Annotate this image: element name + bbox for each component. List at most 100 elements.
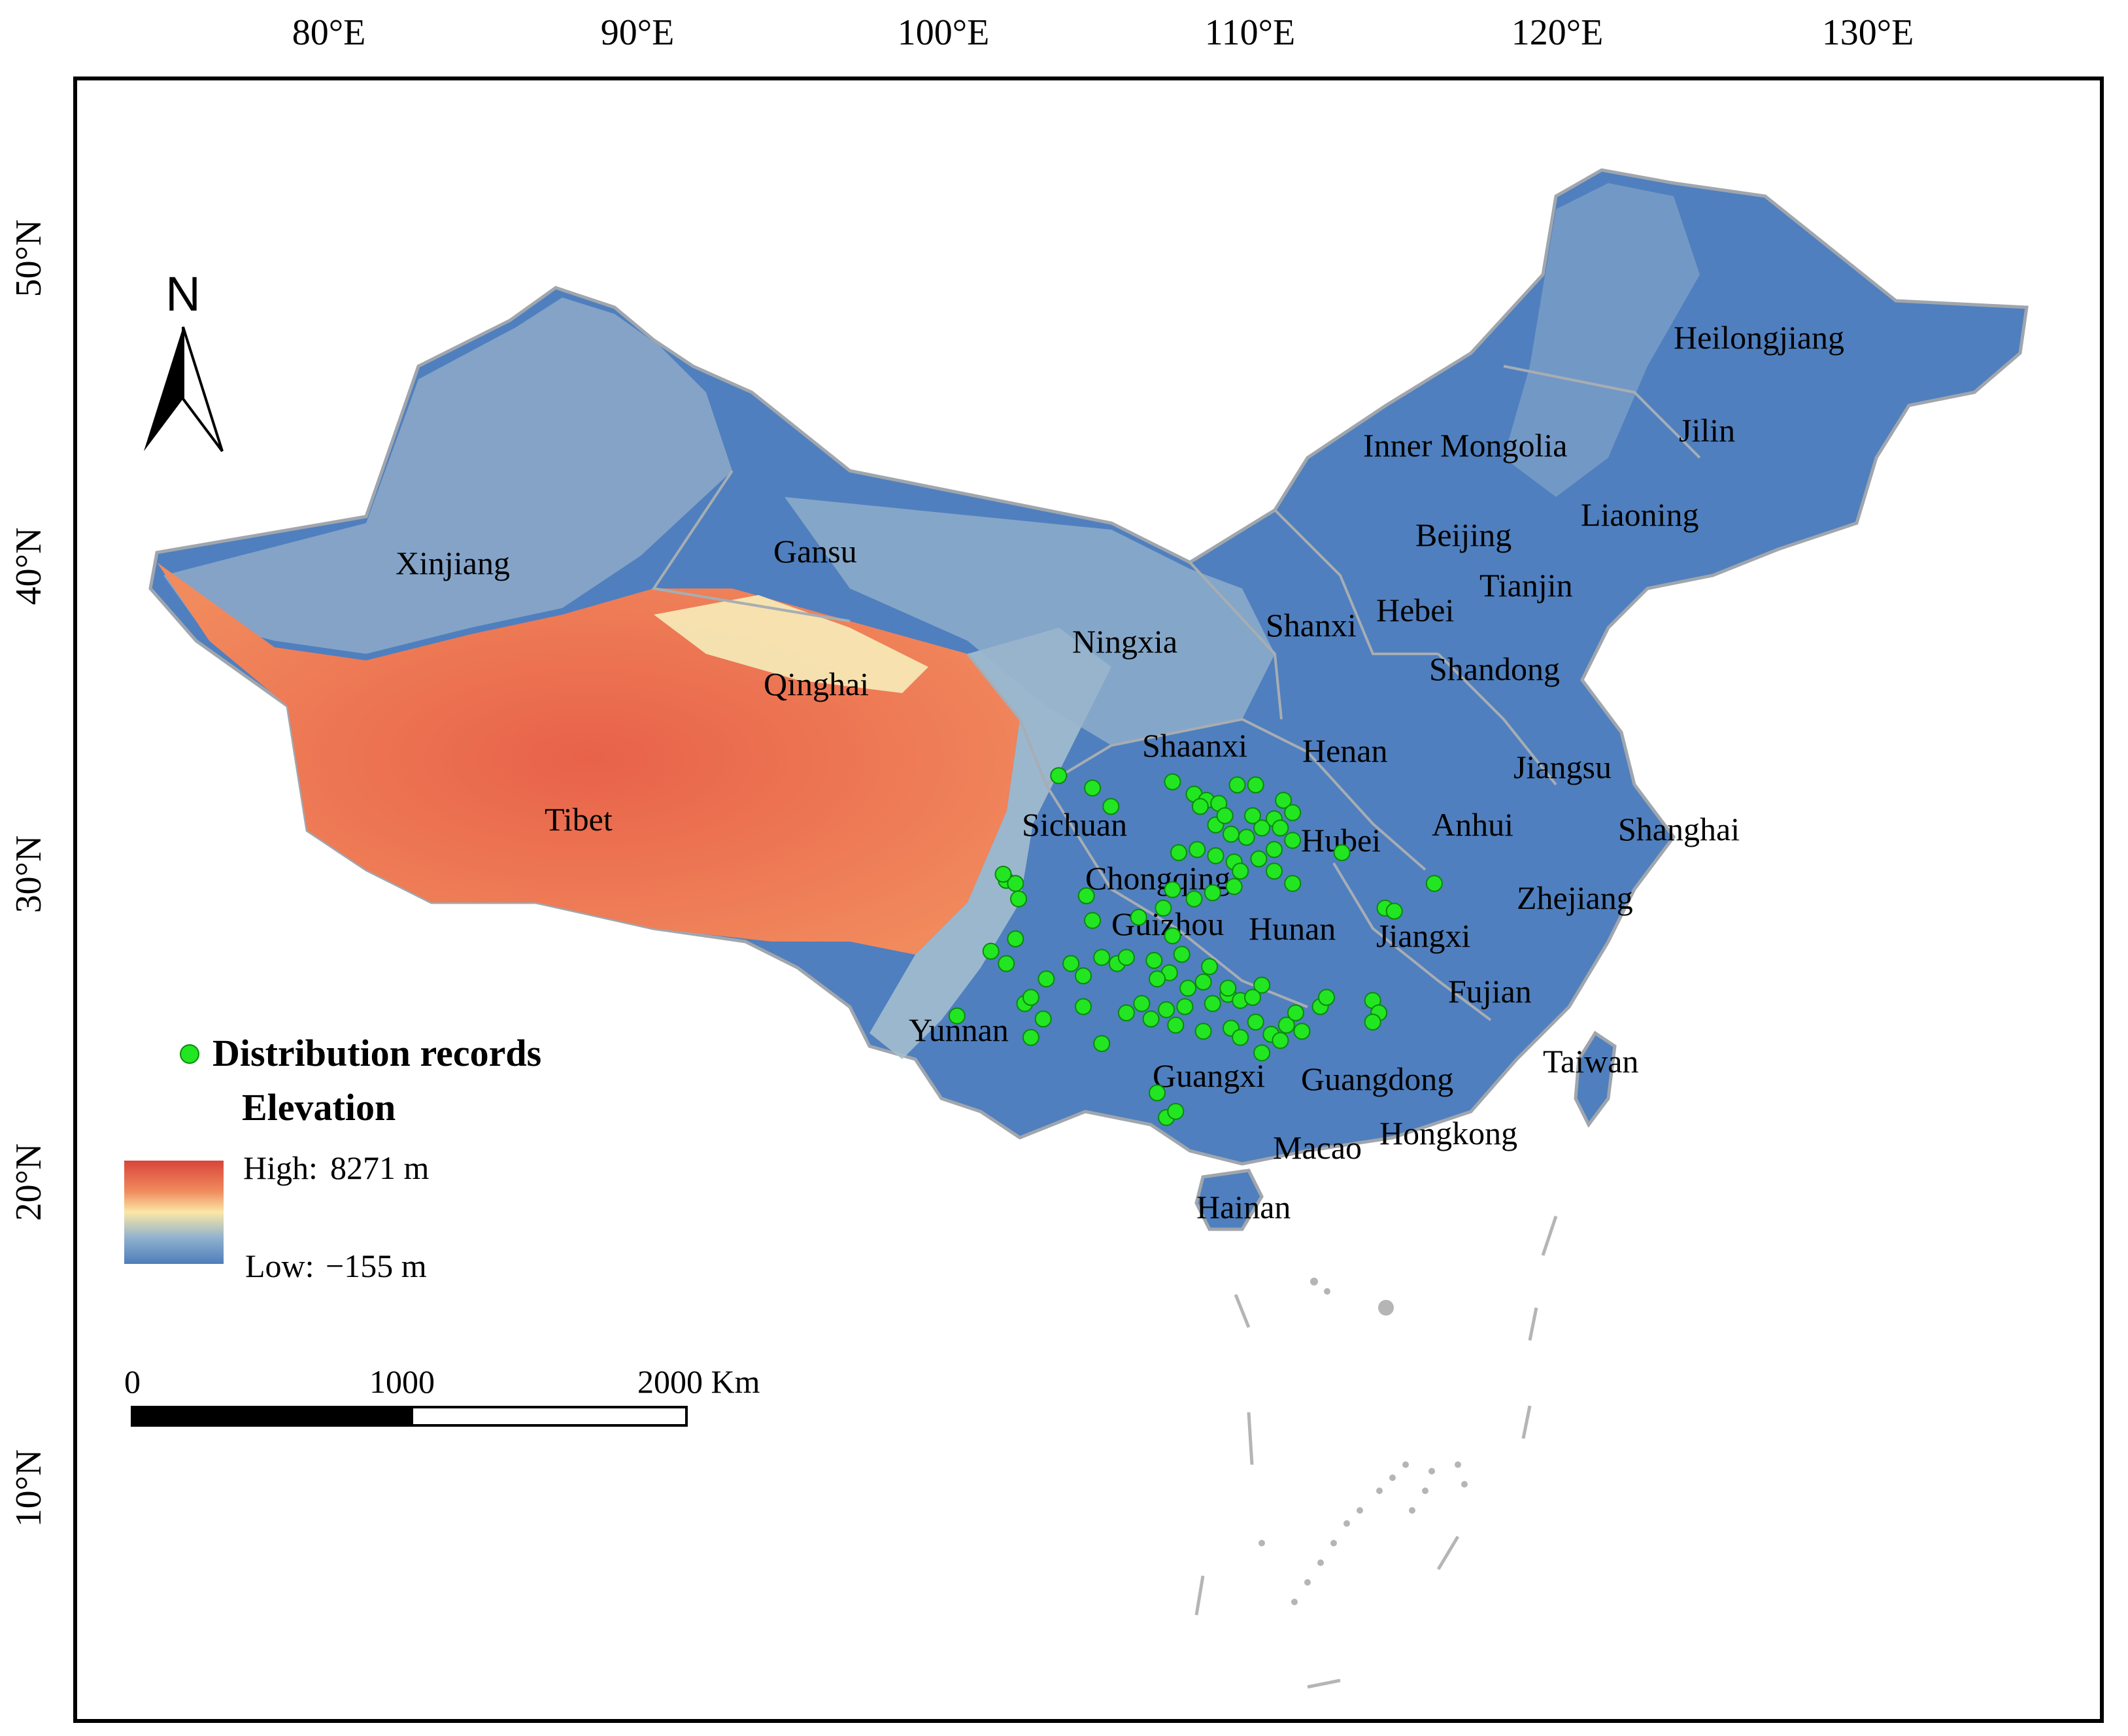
distribution-record-point xyxy=(1075,998,1092,1015)
distribution-record-point xyxy=(1191,798,1209,815)
north-arrow: N xyxy=(144,267,224,452)
label-jiangxi: Jiangxi xyxy=(1376,917,1470,954)
distribution-record-point xyxy=(1364,1013,1381,1031)
distribution-record-point xyxy=(1204,995,1221,1012)
distribution-record-point xyxy=(1164,927,1181,945)
greater-khingan xyxy=(1504,183,1700,497)
distribution-record-point xyxy=(1117,1004,1135,1021)
lat-tick-10: 10°N xyxy=(8,1450,49,1527)
distribution-record-point xyxy=(982,942,1000,960)
scale-label-2000: 2000 Km xyxy=(637,1363,760,1400)
label-xinjiang: Xinjiang xyxy=(396,545,510,581)
elevation-ramp xyxy=(124,1161,224,1264)
left-axis: 50°N 40°N 30°N 20°N 10°N xyxy=(8,220,49,1527)
distribution-record-point xyxy=(1223,825,1240,843)
distribution-record-point xyxy=(1062,955,1080,972)
distribution-record-point xyxy=(1225,877,1243,895)
label-heilongjiang: Heilongjiang xyxy=(1674,319,1844,356)
distribution-record-point xyxy=(1084,779,1102,797)
distribution-record-point xyxy=(1034,1010,1052,1028)
label-shaanxi: Shaanxi xyxy=(1142,727,1247,764)
lon-tick-110: 110°E xyxy=(1205,12,1296,53)
distribution-record-point xyxy=(1244,807,1261,825)
distribution-record-point xyxy=(1185,890,1203,908)
legend-point-icon xyxy=(180,1044,199,1064)
distribution-record-point xyxy=(1149,1084,1166,1102)
distribution-record-point xyxy=(1130,908,1147,926)
taiwan-island xyxy=(1574,1030,1617,1128)
label-ningxia: Ningxia xyxy=(1072,623,1177,660)
qaidam-basin xyxy=(654,595,928,693)
distribution-record-point xyxy=(1093,949,1111,966)
label-fujian: Fujian xyxy=(1448,973,1532,1010)
south-china-sea-lines xyxy=(1194,1216,1558,1689)
label-shandong: Shandong xyxy=(1429,651,1560,687)
distribution-record-point xyxy=(1272,819,1289,837)
label-zhejiang: Zhejiang xyxy=(1517,879,1633,916)
distribution-record-point xyxy=(1216,807,1234,825)
distribution-record-point xyxy=(1010,890,1027,908)
south-china-sea-islands xyxy=(1258,1278,1468,1605)
distribution-record-point xyxy=(1253,1044,1271,1062)
distribution-record-point xyxy=(1167,1016,1185,1034)
distribution-record-point xyxy=(1038,970,1055,988)
label-hebei: Hebei xyxy=(1376,592,1454,628)
lon-tick-100: 100°E xyxy=(898,12,990,53)
label-jiangsu: Jiangsu xyxy=(1513,749,1612,785)
distribution-record-point xyxy=(1318,989,1335,1006)
label-liaoning: Liaoning xyxy=(1581,496,1699,533)
label-shanghai: Shanghai xyxy=(1618,811,1740,847)
distribution-record-point xyxy=(1133,995,1151,1012)
lat-tick-50: 50°N xyxy=(8,220,49,298)
legend: Distribution records Elevation High: 827… xyxy=(124,1032,541,1284)
scale-bar-white xyxy=(411,1406,688,1427)
distribution-record-point xyxy=(1284,832,1302,849)
legend-high-value: 8271 m xyxy=(330,1149,430,1186)
distribution-record-point xyxy=(1253,819,1271,837)
distribution-record-point xyxy=(1189,841,1206,859)
label-hunan: Hunan xyxy=(1249,910,1336,947)
distribution-record-point xyxy=(1170,844,1187,861)
legend-low-label: Low: xyxy=(245,1248,314,1284)
distribution-record-point xyxy=(1266,841,1283,859)
distribution-record-point xyxy=(1385,902,1403,920)
distribution-record-point xyxy=(1333,844,1351,861)
distribution-records xyxy=(948,767,1443,1127)
distribution-record-point xyxy=(998,955,1015,972)
distribution-record-point xyxy=(1155,899,1172,917)
label-henan: Henan xyxy=(1302,732,1388,769)
distribution-record-point xyxy=(1293,1023,1311,1040)
distribution-record-point xyxy=(1145,951,1163,969)
distribution-record-point xyxy=(1244,989,1261,1006)
distribution-record-point xyxy=(1207,847,1224,864)
distribution-record-point xyxy=(1022,989,1039,1006)
legend-elevation-label: Elevation xyxy=(242,1086,396,1129)
label-hongkong: Hongkong xyxy=(1379,1115,1517,1151)
label-qinghai: Qinghai xyxy=(764,666,869,702)
label-jilin: Jilin xyxy=(1679,412,1735,449)
label-gansu: Gansu xyxy=(773,533,857,570)
hainan-island xyxy=(1194,1168,1264,1231)
distribution-record-point xyxy=(1093,1035,1111,1052)
distribution-record-point xyxy=(1228,776,1246,794)
distribution-record-point xyxy=(1077,887,1095,904)
distribution-record-point xyxy=(1176,998,1194,1015)
label-guangxi: Guangxi xyxy=(1153,1057,1265,1094)
lon-tick-90: 90°E xyxy=(601,12,675,53)
distribution-record-point xyxy=(1284,875,1302,893)
xinjiang-region xyxy=(163,298,732,654)
legend-records-label: Distribution records xyxy=(212,1032,541,1074)
distribution-record-point xyxy=(1194,1023,1212,1040)
label-macao: Macao xyxy=(1273,1129,1362,1166)
label-shanxi: Shanxi xyxy=(1266,607,1357,643)
distribution-record-point xyxy=(1022,1029,1039,1046)
distribution-record-point xyxy=(1238,828,1255,846)
distribution-record-point xyxy=(1201,958,1219,976)
distribution-record-point xyxy=(1117,949,1135,966)
top-axis: 80°E 90°E 100°E 110°E 120°E 130°E xyxy=(292,12,1914,53)
distribution-record-point xyxy=(994,866,1012,883)
lat-tick-30: 30°N xyxy=(8,836,49,913)
distribution-record-point xyxy=(1007,930,1024,947)
distribution-record-point xyxy=(1425,875,1443,893)
distribution-record-point xyxy=(1173,945,1191,963)
